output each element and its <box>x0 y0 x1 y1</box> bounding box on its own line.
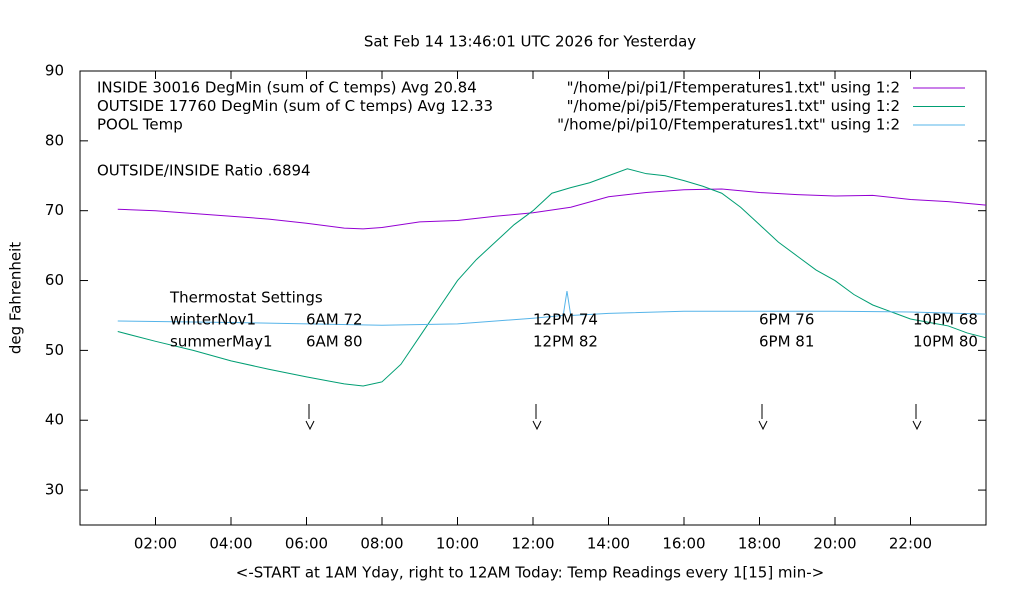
series-line <box>117 290 987 326</box>
x-tick-label: 16:00 <box>662 535 705 553</box>
y-tick-label: 70 <box>45 201 64 219</box>
thermostat-row-name: summerMay1 <box>170 333 273 351</box>
marker-head <box>758 420 768 431</box>
thermostat-setting: 6AM 72 <box>306 311 363 329</box>
x-tick-label: 14:00 <box>587 535 630 553</box>
x-tick-label: 18:00 <box>738 535 781 553</box>
legend-source: "/home/pi/pi10/Ftemperatures1.txt" using… <box>557 116 900 134</box>
legend-label: POOL Temp <box>97 116 183 134</box>
x-tick-label: 08:00 <box>360 535 403 553</box>
y-tick-label: 60 <box>45 271 64 289</box>
thermostat-setting: 6AM 80 <box>306 333 363 351</box>
x-axis-label: <-START at 1AM Yday, right to 12AM Today… <box>236 564 824 582</box>
legend-label: INSIDE 30016 DegMin (sum of C temps) Avg… <box>97 79 477 97</box>
x-tick-label: 02:00 <box>134 535 177 553</box>
legend-source: "/home/pi/pi1/Ftemperatures1.txt" using … <box>567 79 900 97</box>
y-tick-label: 80 <box>45 131 64 149</box>
y-tick-label: 30 <box>45 481 64 499</box>
thermostat-setting: 10PM 80 <box>913 333 978 351</box>
thermostat-setting: 12PM 74 <box>533 311 598 329</box>
marker-head <box>912 420 922 431</box>
x-tick-label: 20:00 <box>813 535 856 553</box>
marker-head <box>532 420 542 431</box>
thermostat-setting: 10PM 68 <box>913 311 978 329</box>
thermostat-title: Thermostat Settings <box>169 289 323 307</box>
x-tick-label: 22:00 <box>889 535 932 553</box>
thermostat-setting: 12PM 82 <box>533 333 598 351</box>
y-tick-label: 40 <box>45 411 64 429</box>
x-tick-label: 12:00 <box>511 535 554 553</box>
y-axis-label: deg Fahrenheit <box>7 242 25 354</box>
annotation: OUTSIDE/INSIDE Ratio .6894 <box>97 162 311 180</box>
x-tick-label: 10:00 <box>436 535 479 553</box>
chart-title: Sat Feb 14 13:46:01 UTC 2026 for Yesterd… <box>364 33 696 51</box>
legend-label: OUTSIDE 17760 DegMin (sum of C temps) Av… <box>97 97 493 115</box>
thermostat-setting: 6PM 76 <box>759 311 814 329</box>
thermostat-setting: 6PM 81 <box>759 333 814 351</box>
thermostat-row-name: winterNov1 <box>170 311 256 329</box>
x-tick-label: 04:00 <box>209 535 252 553</box>
marker-head <box>305 420 315 431</box>
series-line <box>117 188 987 230</box>
x-tick-label: 06:00 <box>285 535 328 553</box>
y-tick-label: 50 <box>45 341 64 359</box>
y-tick-label: 90 <box>45 62 64 80</box>
legend-source: "/home/pi/pi5/Ftemperatures1.txt" using … <box>567 97 900 115</box>
series-line <box>117 168 987 387</box>
